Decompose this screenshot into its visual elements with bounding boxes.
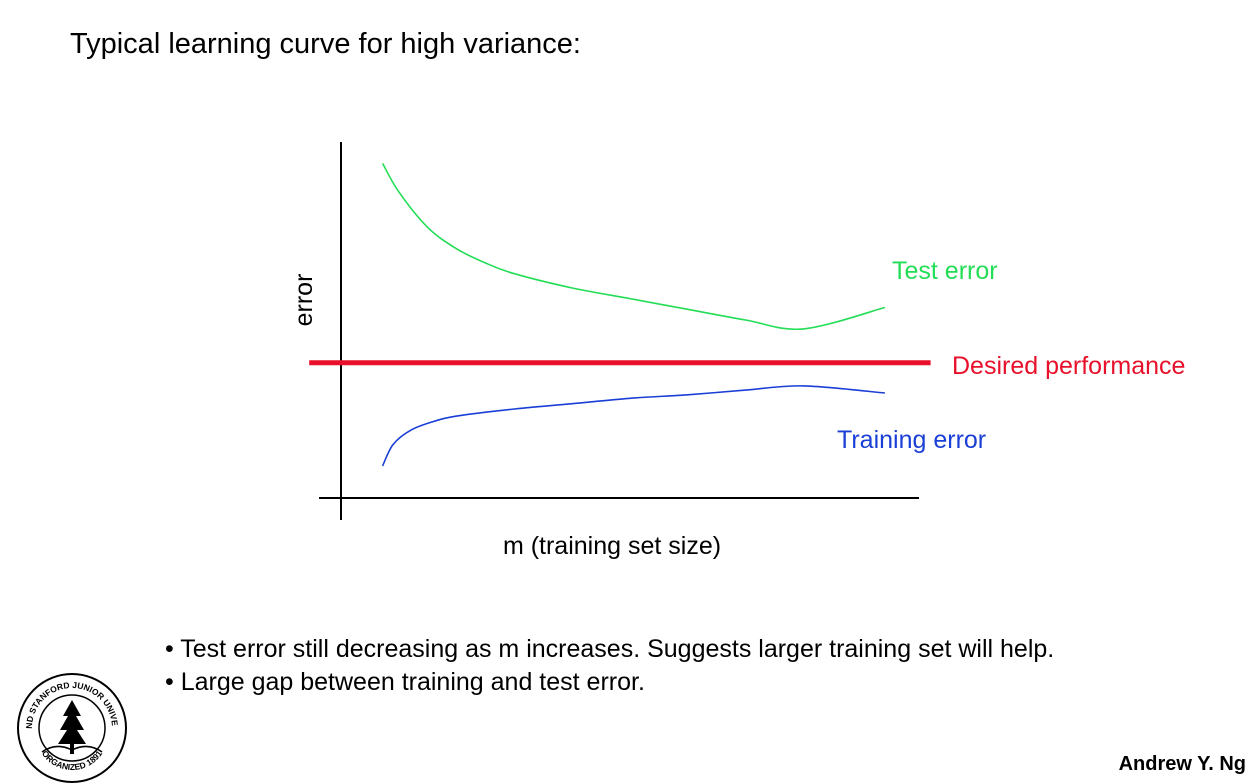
desired-performance-label: Desired performance xyxy=(952,352,1185,380)
test-error-label: Test error xyxy=(892,257,998,285)
bullet-list: • Test error still decreasing as m incre… xyxy=(165,633,1085,699)
slide-title: Typical learning curve for high variance… xyxy=(70,28,581,60)
y-axis-label: error xyxy=(290,274,318,327)
test-error-line xyxy=(381,163,886,331)
training-error-label: Training error xyxy=(837,426,986,454)
stanford-seal-icon: LELAND STANFORD JUNIOR UNIVERSITY ORGANI… xyxy=(16,672,127,783)
bullet-test-error: • Test error still decreasing as m incre… xyxy=(165,635,1055,663)
x-axis-label: m (training set size) xyxy=(503,532,721,560)
tree-icon xyxy=(41,700,103,754)
bullet-large-gap: • Large gap between training and test er… xyxy=(165,668,645,696)
author-name: Andrew Y. Ng xyxy=(1118,753,1246,775)
training-error-line xyxy=(381,385,885,467)
